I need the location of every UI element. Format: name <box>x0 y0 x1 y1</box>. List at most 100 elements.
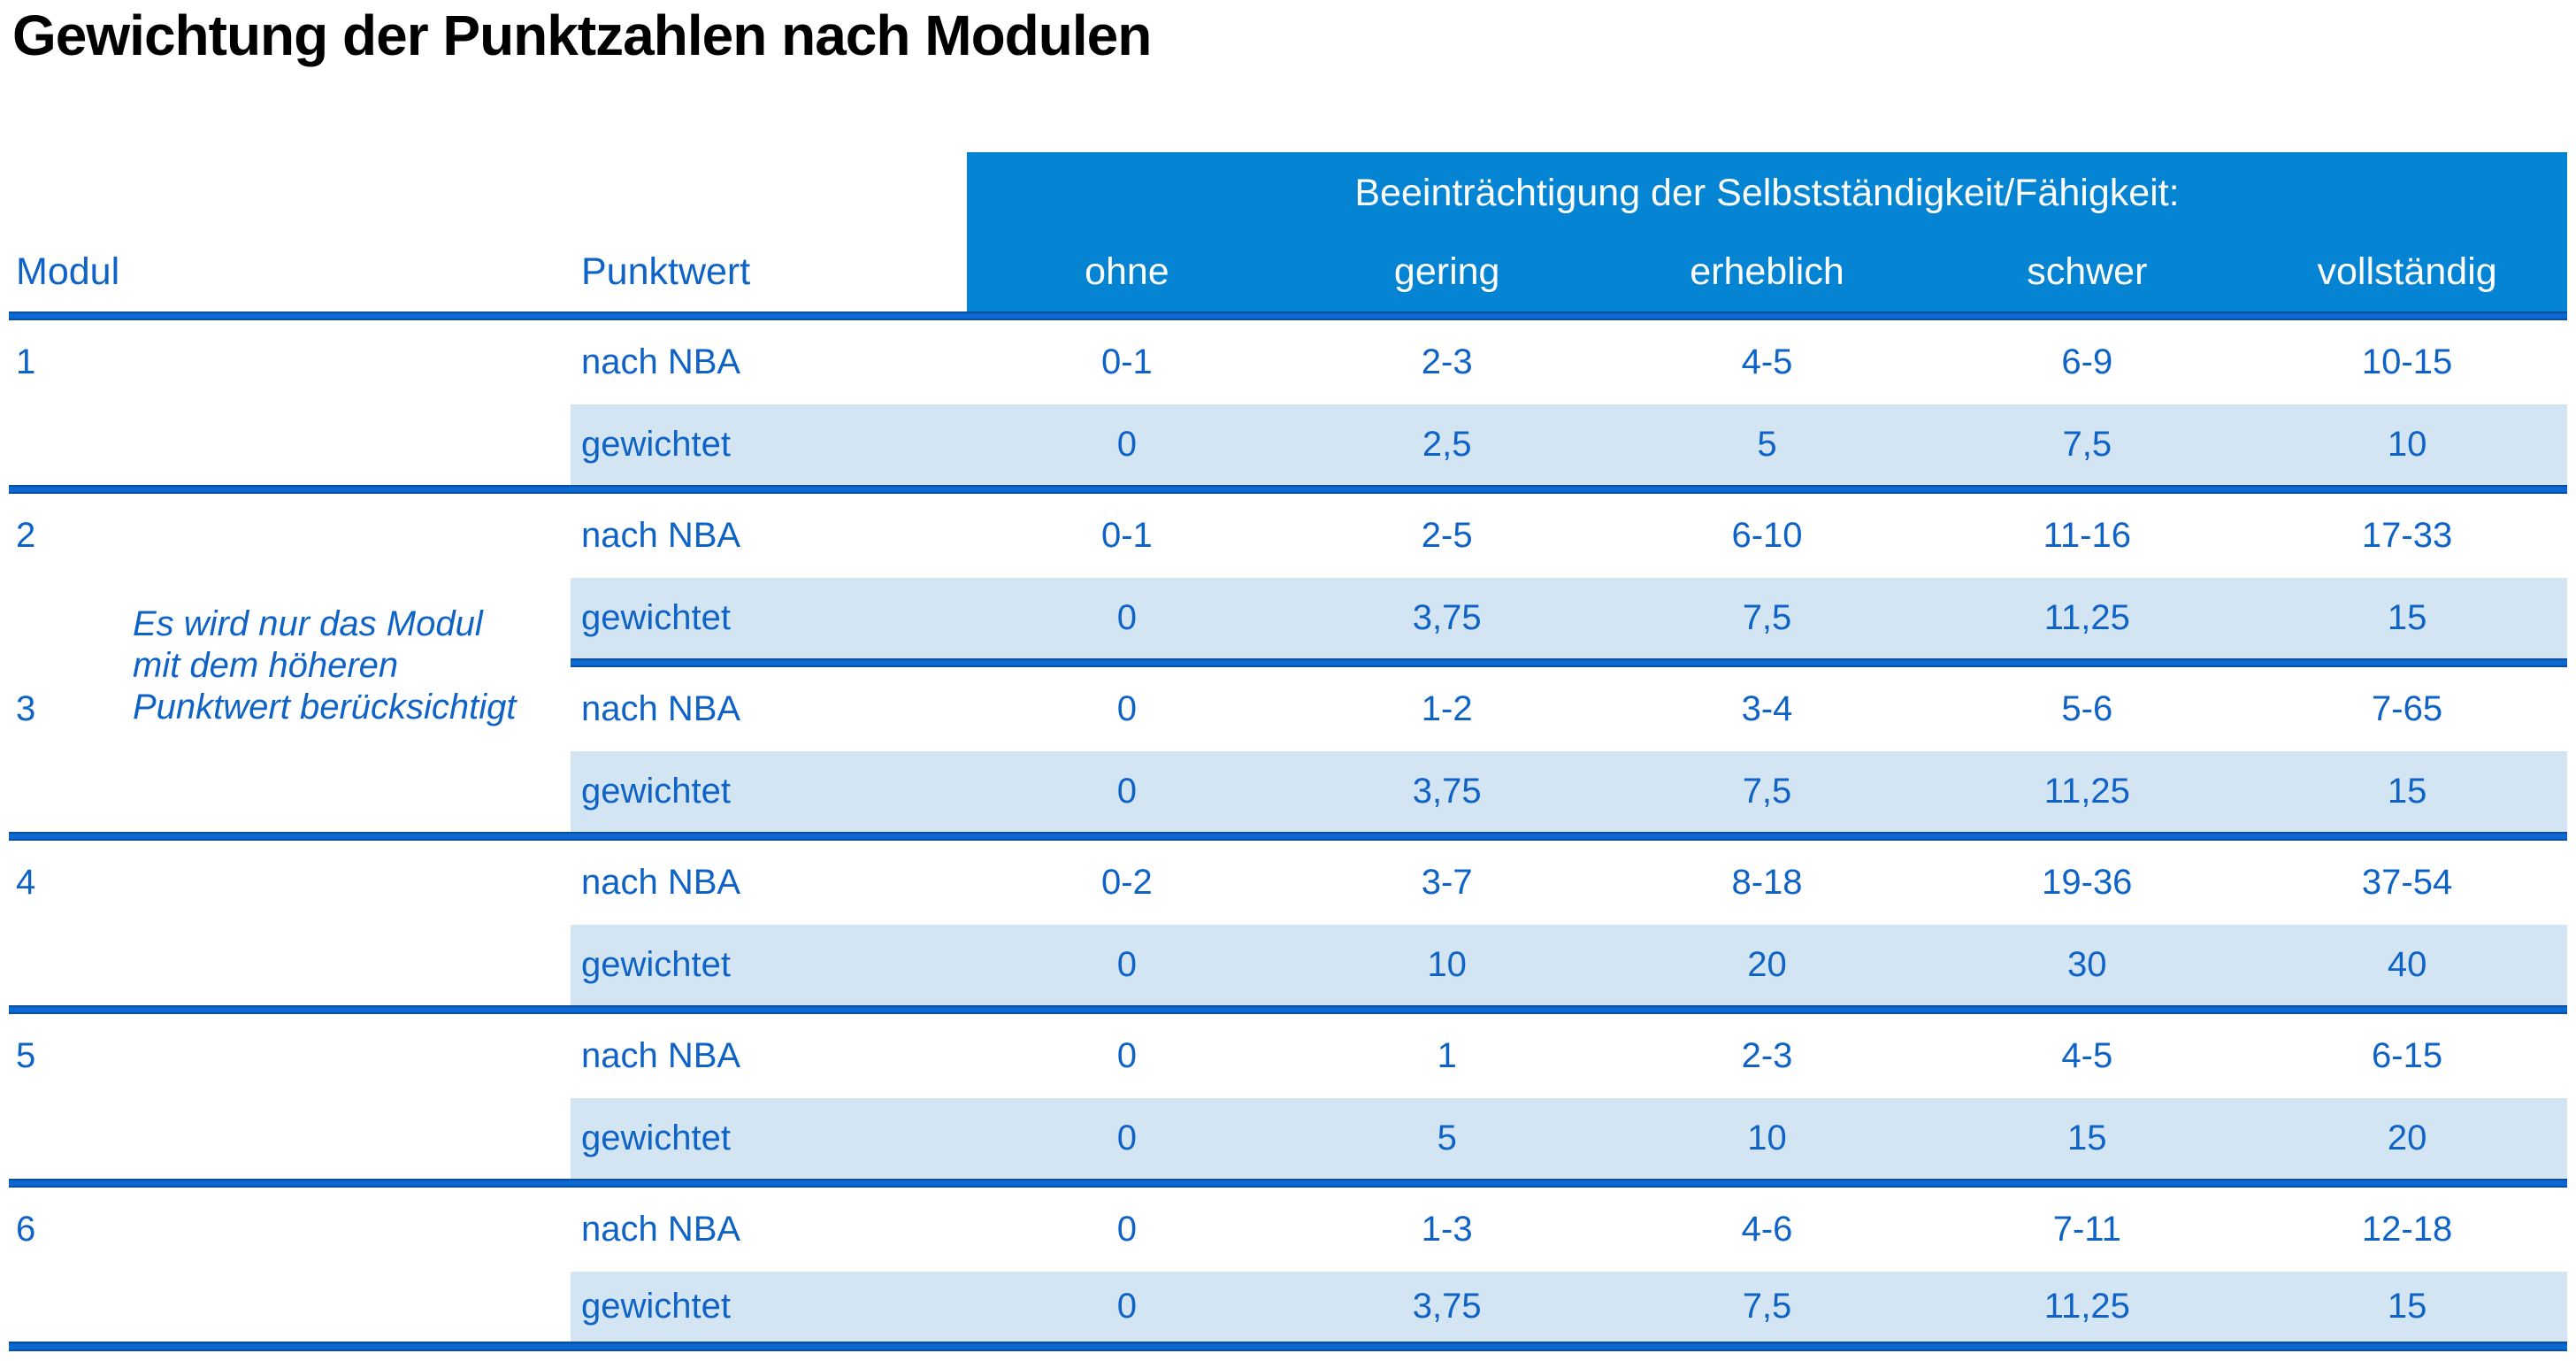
column-header-gering: gering <box>1393 250 1500 293</box>
value-cell: 0-1 <box>1100 516 1153 555</box>
table-row: gewichtet 0 3,75 7,5 11,25 15 <box>9 578 2567 658</box>
value-cell: 7,5 <box>1742 772 1792 811</box>
empty-cell <box>9 404 571 485</box>
value-cell: 7,5 <box>1742 598 1792 637</box>
value-cell: 4-6 <box>1741 1210 1793 1249</box>
value-cell: 3,75 <box>1412 598 1482 637</box>
table-row: 4 nach NBA 0-2 3-7 8-18 19-36 37-54 <box>9 841 2567 925</box>
header-band-title: Beeinträchtigung der Selbstständigkeit/F… <box>1354 171 2180 214</box>
column-header-modul: Modul <box>16 250 120 293</box>
value-cell: 7,5 <box>2062 425 2112 464</box>
module-group-3: 3 nach NBA 0 1-2 3-4 5-6 7-65 gewichtet … <box>9 667 2567 832</box>
module-divider-partial <box>571 658 2567 667</box>
module-divider <box>9 832 2567 841</box>
table-row: gewichtet 0 10 20 30 40 <box>9 925 2567 1005</box>
value-cell: 1-3 <box>1421 1210 1473 1249</box>
value-cell: 4-5 <box>1741 342 1793 381</box>
column-header-row: Modul Punktwert ohne gering erheblich sc… <box>9 232 2567 311</box>
value-cell: 7-65 <box>2372 689 2443 728</box>
row-label-weighted: gewichtet <box>581 425 731 464</box>
module-divider <box>9 1005 2567 1014</box>
note-line: mit dem höheren <box>133 646 399 685</box>
weighting-table: Beeinträchtigung der Selbstständigkeit/F… <box>9 152 2567 1351</box>
value-cell: 11,25 <box>2043 772 2130 811</box>
value-cell: 2,5 <box>1422 425 1472 464</box>
row-label-weighted: gewichtet <box>581 1287 731 1326</box>
value-cell: 0 <box>1116 1287 1138 1326</box>
value-cell: 0 <box>1116 1119 1138 1157</box>
module-2-3-note: Es wird nur das Modul mit dem höheren Pu… <box>133 604 575 728</box>
value-cell: 11-16 <box>2043 516 2131 555</box>
row-label-weighted: gewichtet <box>581 1119 731 1157</box>
note-line: Punktwert berücksichtigt <box>133 688 517 727</box>
value-cell: 15 <box>2387 598 2427 637</box>
module-divider <box>9 485 2567 494</box>
row-label-weighted: gewichtet <box>581 598 731 637</box>
module-number: 2 <box>16 516 36 555</box>
value-cell: 6-10 <box>1731 516 1803 555</box>
table-row: 5 nach NBA 0 1 2-3 4-5 6-15 <box>9 1014 2567 1098</box>
empty-cell <box>9 925 571 1005</box>
page-title: Gewichtung der Punktzahlen nach Modulen <box>12 4 1152 67</box>
row-label-nba: nach NBA <box>581 516 741 555</box>
table-row: gewichtet 0 5 10 15 20 <box>9 1098 2567 1179</box>
value-cell: 2-5 <box>1421 516 1473 555</box>
table-row: gewichtet 0 2,5 5 7,5 10 <box>9 404 2567 485</box>
value-cell: 0 <box>1116 945 1138 984</box>
column-header-ohne: ohne <box>1085 250 1169 293</box>
value-cell: 3,75 <box>1412 1287 1482 1326</box>
module-group-2: 2 nach NBA 0-1 2-5 6-10 11-16 17-33 gewi… <box>9 494 2567 658</box>
table-row: 3 nach NBA 0 1-2 3-4 5-6 7-65 <box>9 667 2567 751</box>
value-cell: 2-3 <box>1421 342 1473 381</box>
value-cell: 0 <box>1116 425 1138 464</box>
value-cell: 3-4 <box>1741 689 1793 728</box>
row-label-nba: nach NBA <box>581 689 741 728</box>
column-header-schwer: schwer <box>2027 250 2148 293</box>
value-cell: 3-7 <box>1421 863 1473 902</box>
value-cell: 0 <box>1116 689 1138 728</box>
value-cell: 11,25 <box>2043 598 2130 637</box>
value-cell: 0-2 <box>1100 863 1153 902</box>
value-cell: 0 <box>1116 1210 1138 1249</box>
table-row: 2 nach NBA 0-1 2-5 6-10 11-16 17-33 <box>9 494 2567 578</box>
value-cell: 7,5 <box>1742 1287 1792 1326</box>
module-group-1: 1 nach NBA 0-1 2-3 4-5 6-9 10-15 gewicht… <box>9 320 2567 485</box>
value-cell: 4-5 <box>2061 1036 2113 1075</box>
module-number: 5 <box>16 1036 36 1075</box>
value-cell: 0 <box>1116 772 1138 811</box>
value-cell: 37-54 <box>2361 863 2453 902</box>
table-header: Beeinträchtigung der Selbstständigkeit/F… <box>9 152 2567 311</box>
module-number: 4 <box>16 863 36 902</box>
value-cell: 2-3 <box>1741 1036 1793 1075</box>
header-divider <box>9 311 2567 320</box>
value-cell: 3,75 <box>1412 772 1482 811</box>
row-label-nba: nach NBA <box>581 863 741 902</box>
value-cell: 6-15 <box>2372 1036 2443 1075</box>
column-header-vollstaendig: vollständig <box>2317 250 2497 293</box>
empty-cell <box>9 1272 571 1342</box>
value-cell: 15 <box>2387 1287 2427 1326</box>
empty-cell <box>9 751 571 832</box>
module-divider <box>9 1179 2567 1188</box>
value-cell: 17-33 <box>2361 516 2453 555</box>
value-cell: 15 <box>2387 772 2427 811</box>
value-cell: 0-1 <box>1100 342 1153 381</box>
value-cell: 10 <box>1747 1119 1787 1157</box>
module-number: 3 <box>16 689 36 728</box>
value-cell: 5 <box>1757 425 1777 464</box>
row-label-weighted: gewichtet <box>581 772 731 811</box>
value-cell: 7-11 <box>2052 1210 2121 1249</box>
value-cell: 10 <box>2387 425 2427 464</box>
value-cell: 12-18 <box>2361 1210 2453 1249</box>
empty-cell <box>9 1098 571 1179</box>
value-cell: 0 <box>1116 1036 1138 1075</box>
value-cell: 30 <box>2067 945 2107 984</box>
module-group-6: 6 nach NBA 0 1-3 4-6 7-11 12-18 gewichte… <box>9 1188 2567 1342</box>
table-row: 1 nach NBA 0-1 2-3 4-5 6-9 10-15 <box>9 320 2567 404</box>
note-line: Es wird nur das Modul <box>133 604 483 643</box>
value-cell: 1-2 <box>1421 689 1473 728</box>
module-number: 1 <box>16 342 36 381</box>
column-header-punktwert: Punktwert <box>581 250 751 293</box>
row-label-nba: nach NBA <box>581 1036 741 1075</box>
